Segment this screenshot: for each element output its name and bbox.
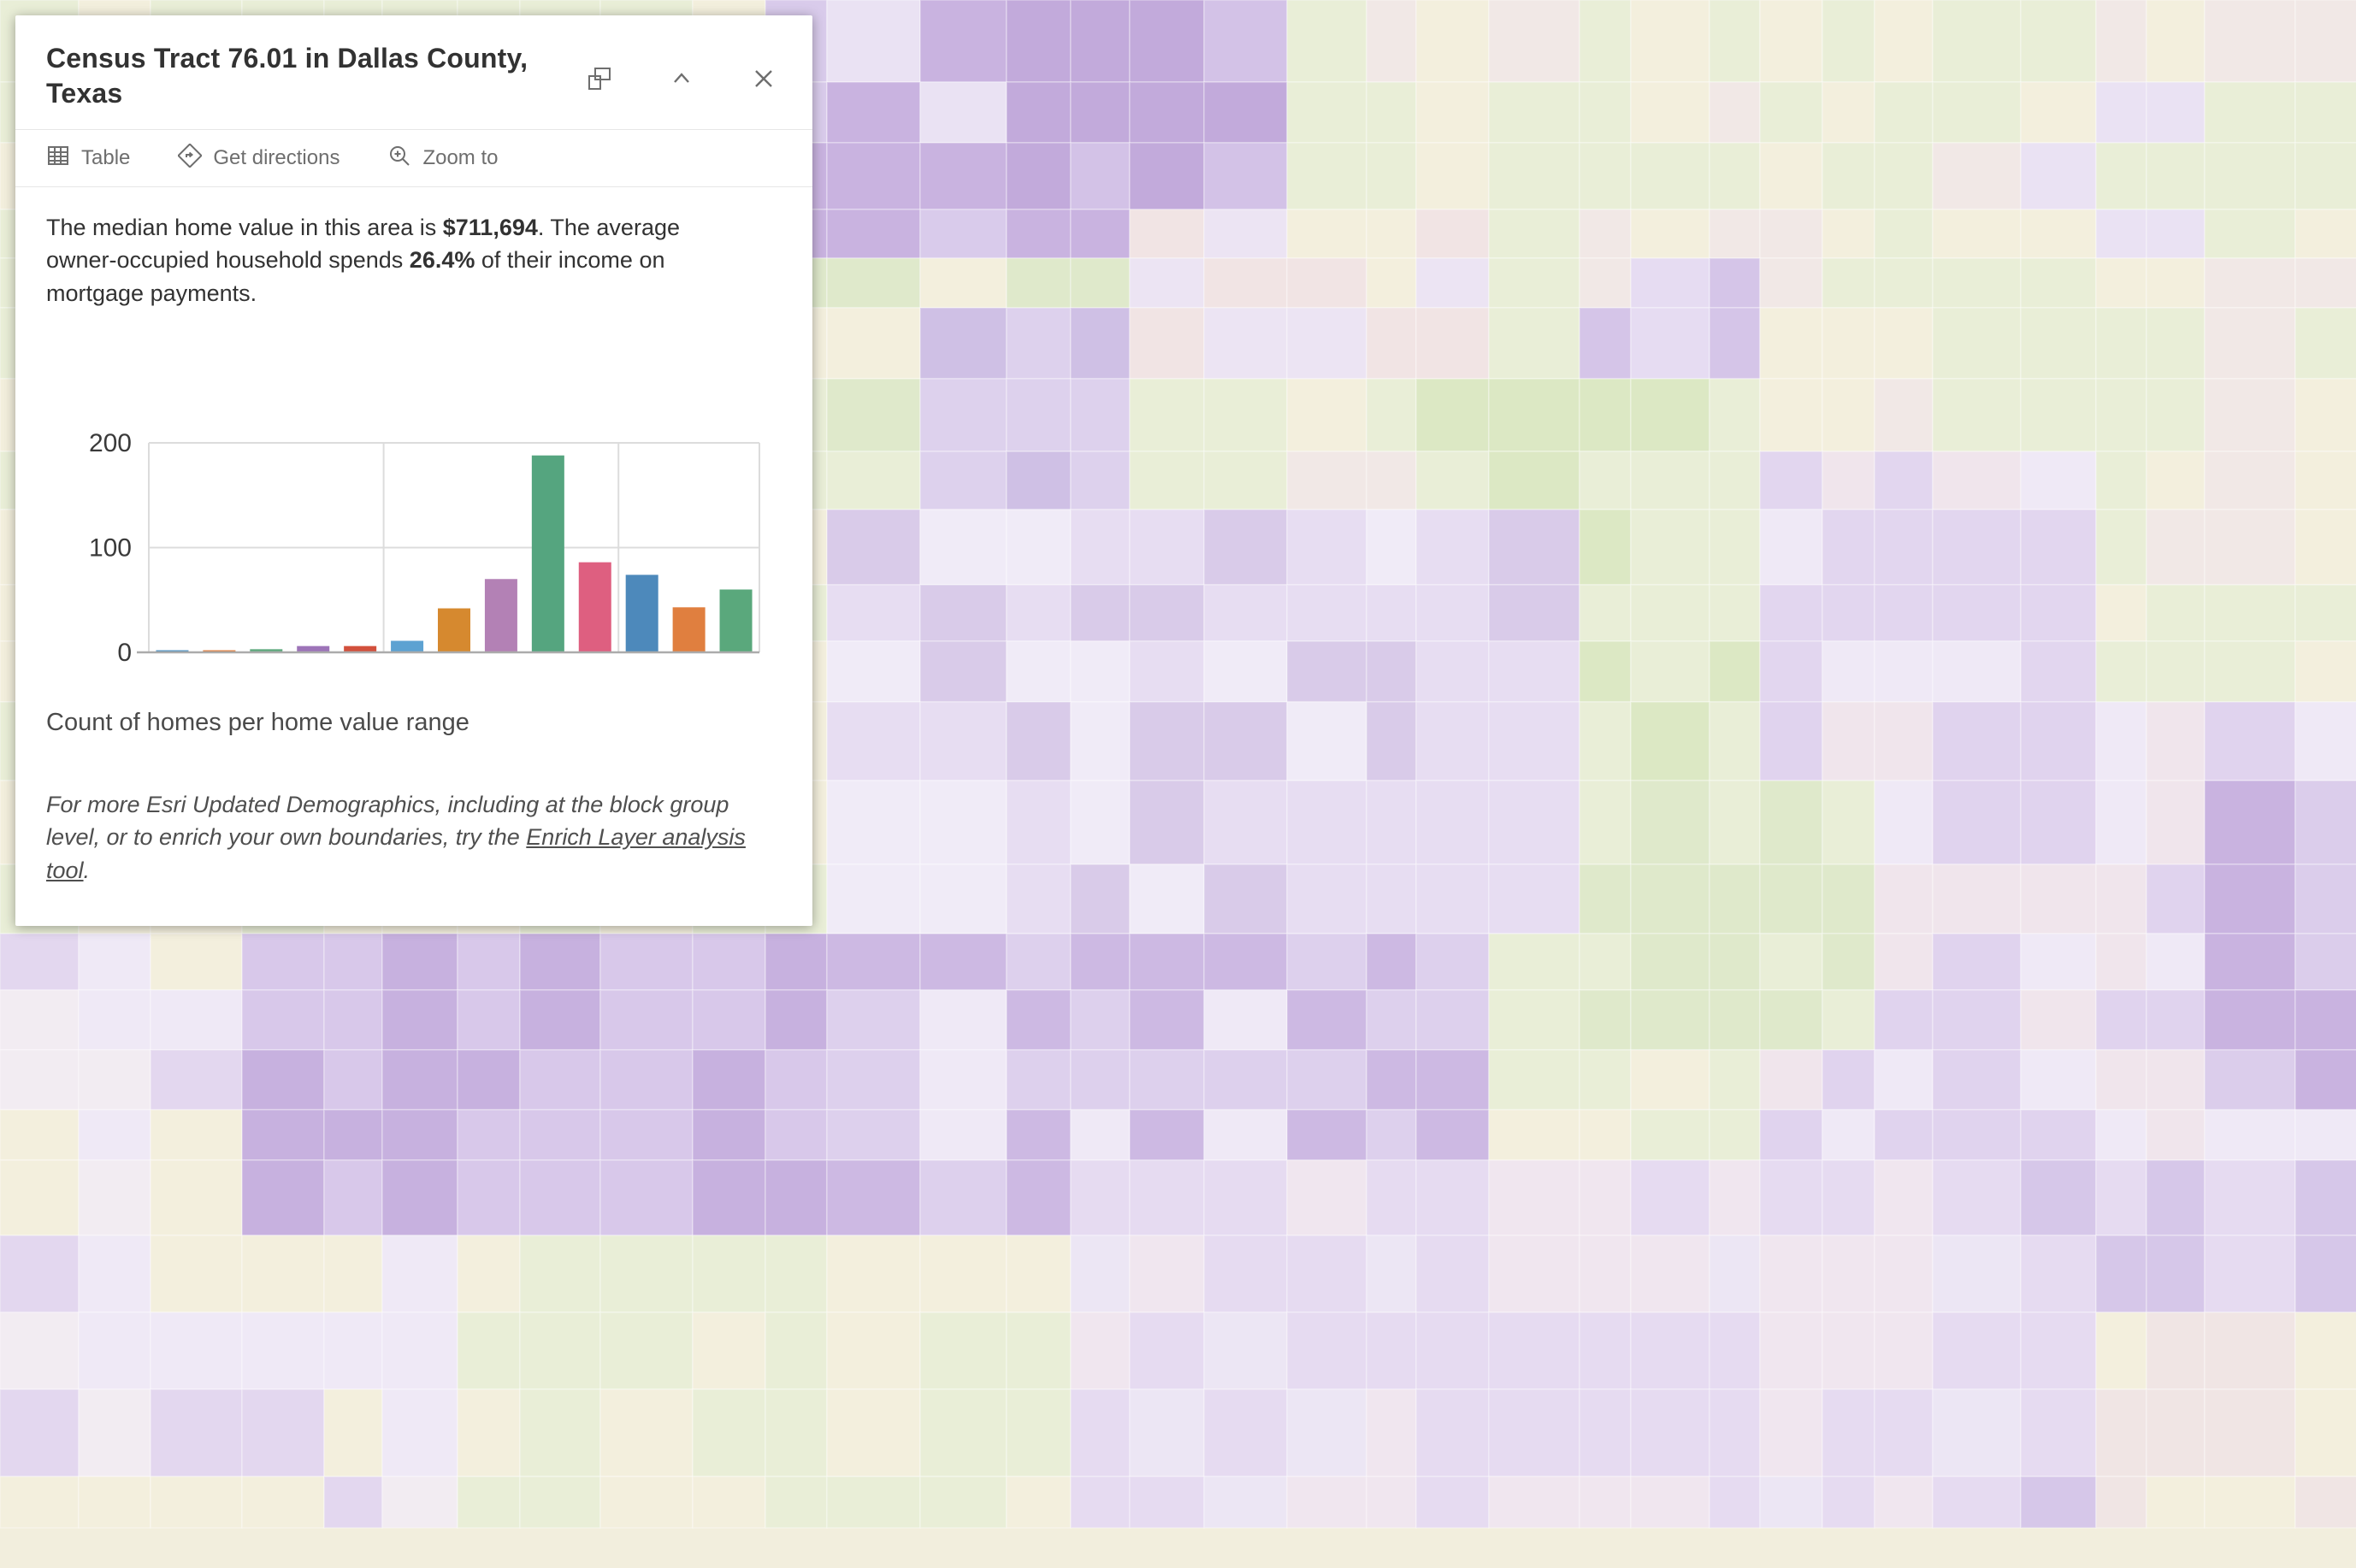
chart-bar [625,575,658,652]
chart-bar [578,562,611,652]
home-value-bar-chart: 0 100 200 [46,409,782,669]
get-directions-button[interactable]: Get directions [177,142,340,174]
table-action-button[interactable]: Table [46,144,130,174]
get-directions-label: Get directions [213,146,340,169]
chart-bar [672,607,706,652]
chart-bar [344,645,377,652]
popup-title: Census Tract 76.01 in Dallas County, Tex… [46,43,528,109]
popup-header: Census Tract 76.01 in Dallas County, Tex… [15,15,812,130]
enrich-layer-link[interactable]: Enrich Layer analysis tool [46,824,746,883]
popup-header-actions [585,65,778,94]
chart-caption: Count of homes per home value range [46,708,469,736]
chart-bar [719,589,753,652]
directions-icon [177,142,204,174]
collapse-button[interactable] [667,65,696,94]
chevron-up-icon [670,67,694,93]
dock-icon [587,66,612,94]
y-axis-tick-label: 100 [89,533,132,562]
footer-note: For more Esri Updated Demographics, incl… [46,791,746,883]
zoom-to-icon [387,144,411,174]
popup-toolbar: Table Get directions Zoo [15,130,812,187]
zoom-to-label: Zoom to [422,146,499,169]
table-icon [46,144,70,174]
chart-bar [297,645,330,652]
description-text: The median home value in this area is $7… [46,215,680,306]
feature-popup: Census Tract 76.01 in Dallas County, Tex… [15,15,812,926]
popup-body: The median home value in this area is $7… [15,187,812,887]
dock-button[interactable] [585,65,614,94]
table-action-label: Table [81,146,131,169]
y-axis-tick-label: 0 [117,639,132,665]
y-axis-tick-label: 200 [89,429,132,457]
close-icon [752,67,776,93]
chart-bar [250,649,283,652]
close-button[interactable] [749,65,778,94]
zoom-to-button[interactable]: Zoom to [387,144,498,174]
chart-bar [484,579,517,652]
chart-bar [438,608,470,652]
chart-bar [391,640,424,652]
chart-bar [531,455,564,652]
